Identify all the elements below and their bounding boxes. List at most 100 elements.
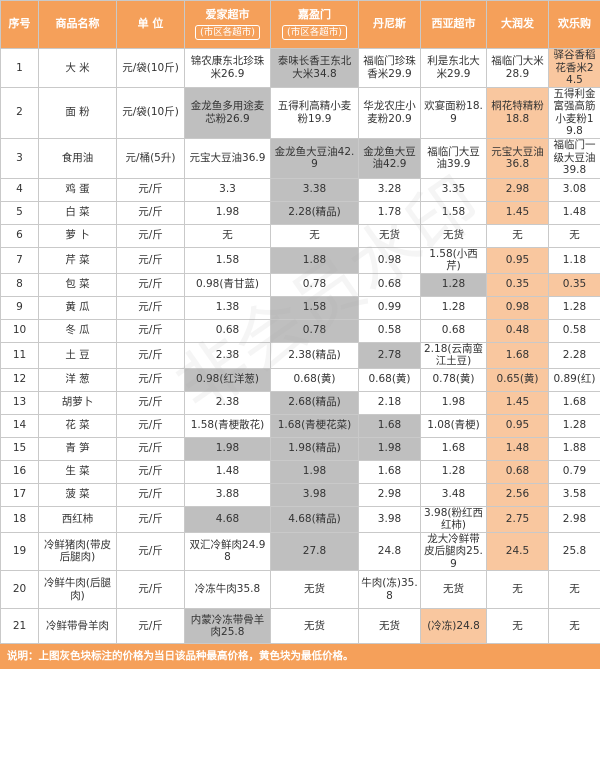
price-cell: 1.58 [270, 295, 359, 320]
price-cell: 华龙农庄小麦粉20.9 [358, 86, 421, 139]
price-cell: 2.56 [486, 482, 549, 507]
price-cell: 1.68 [420, 436, 487, 461]
product-name: 面 粉 [38, 86, 117, 139]
price-cell: 驿谷香稻花香米24.5 [548, 48, 600, 88]
price-cell: 0.58 [548, 318, 600, 343]
unit-cell: 元/斤 [116, 223, 185, 248]
price-cell: 利是东北大米29.9 [420, 48, 487, 88]
product-name: 萝 卜 [38, 223, 117, 248]
price-cell: 3.98 [270, 482, 359, 507]
product-name: 冷鲜猪肉(带皮后腿肉) [38, 531, 117, 571]
header-store-2: 嘉盈门 (市区各超市) [270, 0, 359, 49]
price-cell: 1.28 [548, 295, 600, 320]
footnote: 说明：上图灰色块标注的价格为当日该品种最高价格，黄色块为最低价格。 [0, 643, 600, 669]
price-cell: 1.58(青梗散花) [184, 413, 271, 438]
price-cell: 桐花特精粉18.8 [486, 86, 549, 139]
product-name: 食用油 [38, 137, 117, 179]
product-name: 黄 瓜 [38, 295, 117, 320]
unit-cell: 元/斤 [116, 482, 185, 507]
price-cell: 无 [548, 608, 600, 644]
price-cell: 无货 [420, 570, 487, 609]
price-cell: 1.98 [184, 436, 271, 461]
product-name: 土 豆 [38, 341, 117, 369]
product-name: 包 菜 [38, 272, 117, 297]
row-number: 17 [0, 482, 39, 507]
price-cell: 1.78 [358, 200, 421, 225]
row-number: 19 [0, 531, 39, 571]
unit-cell: 元/袋(10斤) [116, 86, 185, 139]
price-cell: 24.5 [486, 531, 549, 571]
header-store-1: 爱家超市 (市区各超市) [184, 0, 271, 49]
row-number: 13 [0, 390, 39, 415]
product-name: 冬 瓜 [38, 318, 117, 343]
price-cell: 0.89(红) [548, 367, 600, 392]
price-cell: 1.58 [184, 246, 271, 274]
price-cell: 1.68(青梗花菜) [270, 413, 359, 438]
header-name: 商品名称 [38, 0, 117, 49]
price-cell: 金龙鱼多用途麦芯粉26.9 [184, 86, 271, 139]
price-cell: 无 [548, 223, 600, 248]
price-cell: 0.68 [358, 272, 421, 297]
price-cell: 3.3 [184, 177, 271, 202]
row-number: 15 [0, 436, 39, 461]
price-cell: 2.75 [486, 505, 549, 533]
price-cell: 1.58 [420, 200, 487, 225]
table-row: 15 青 笋元/斤 1.98 1.98(精品) 1.98 1.68 1.48 1.88 [0, 436, 600, 461]
price-cell: 3.35 [420, 177, 487, 202]
price-cell: 4.68 [184, 505, 271, 533]
price-cell: 无货 [270, 570, 359, 609]
price-cell: 1.98 [184, 200, 271, 225]
unit-cell: 元/斤 [116, 341, 185, 369]
product-name: 冷鲜带骨羊肉 [38, 608, 117, 644]
price-cell: 4.68(精品) [270, 505, 359, 533]
price-cell: 3.08 [548, 177, 600, 202]
price-cell: 1.48 [486, 436, 549, 461]
row-number: 12 [0, 367, 39, 392]
row-number: 1 [0, 48, 39, 88]
price-cell: 0.95 [486, 246, 549, 274]
price-cell: 0.98 [358, 246, 421, 274]
table-row: 17 菠 菜元/斤 3.88 3.98 2.98 3.48 2.56 3.58 [0, 482, 600, 507]
price-cell: 0.68(黄) [270, 367, 359, 392]
price-cell: 0.78 [270, 318, 359, 343]
product-name: 胡萝卜 [38, 390, 117, 415]
table-row: 18 西红柿 元/斤 4.68 4.68(精品) 3.98 3.98(粉红西红柿) 2.75 2… [0, 505, 600, 533]
price-cell: 0.98 [486, 295, 549, 320]
price-cell: 1.98(精品) [270, 436, 359, 461]
price-cell: 1.28 [420, 459, 487, 484]
price-cell: 双汇冷鲜肉24.98 [184, 531, 271, 571]
price-cell: 2.28(精品) [270, 200, 359, 225]
price-cell: 1.68 [548, 390, 600, 415]
row-number: 14 [0, 413, 39, 438]
price-cell: 1.88 [548, 436, 600, 461]
price-cell: 3.38 [270, 177, 359, 202]
price-cell: 无 [486, 223, 549, 248]
product-name: 青 笋 [38, 436, 117, 461]
price-cell: 2.98 [548, 505, 600, 533]
price-cell: 2.78 [358, 341, 421, 369]
row-number: 5 [0, 200, 39, 225]
price-cell: 1.48 [548, 200, 600, 225]
price-cell: 锦农康东北珍珠米26.9 [184, 48, 271, 88]
price-cell: 冷冻牛肉35.8 [184, 570, 271, 609]
header-row: 序号 商品名称 单 位 爱家超市 (市区各超市) 嘉盈门 (市区各超市) 丹尼斯 西… [0, 0, 600, 49]
price-cell: 0.48 [486, 318, 549, 343]
price-cell: 3.28 [358, 177, 421, 202]
price-cell: 无 [548, 570, 600, 609]
price-cell: 五得利高精小麦粉19.9 [270, 86, 359, 139]
price-cell: 1.45 [486, 200, 549, 225]
unit-cell: 元/斤 [116, 570, 185, 609]
unit-cell: 元/斤 [116, 459, 185, 484]
price-cell: 25.8 [548, 531, 600, 571]
store-name: 嘉盈门 [298, 8, 331, 22]
price-cell: 1.98 [270, 459, 359, 484]
price-cell: 1.28 [420, 272, 487, 297]
price-cell: 无 [270, 223, 359, 248]
price-cell: 元宝大豆油36.9 [184, 137, 271, 179]
store-scope: (市区各超市) [195, 24, 260, 40]
row-number: 7 [0, 246, 39, 274]
